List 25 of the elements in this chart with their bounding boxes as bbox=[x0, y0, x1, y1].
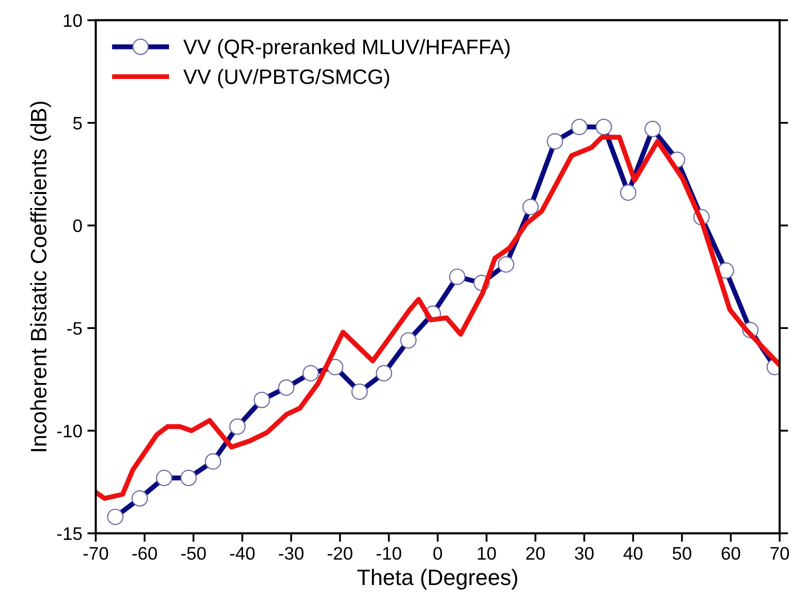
y-tick-label: -15 bbox=[57, 527, 82, 540]
x-tick-label: 50 bbox=[672, 546, 692, 560]
legend-label: VV (UV/PBTG/SMCG) bbox=[183, 68, 390, 88]
x-tick-label: 20 bbox=[526, 546, 545, 560]
x-tick-label: -50 bbox=[181, 546, 206, 560]
legend-label: VV (QR-preranked MLUV/HFAFFA) bbox=[183, 38, 510, 58]
x-tick-label: -10 bbox=[376, 546, 402, 560]
x-tick-label: -70 bbox=[84, 546, 108, 560]
y-tick-label: -5 bbox=[67, 322, 82, 335]
x-tick-label: 30 bbox=[574, 546, 594, 560]
x-axis-title: Theta (Degrees) bbox=[357, 568, 518, 590]
y-tick-label: 0 bbox=[73, 219, 82, 232]
y-tick-label: 5 bbox=[73, 116, 82, 130]
x-tick-label: -60 bbox=[132, 546, 157, 560]
x-tick-label: 70 bbox=[770, 546, 789, 560]
x-tick-label: 60 bbox=[722, 546, 740, 560]
y-axis-title: Incoherent Bistatic Coefficients (dB) bbox=[30, 102, 51, 452]
y-tick-label: 10 bbox=[64, 14, 82, 27]
x-tick-label: -30 bbox=[278, 546, 304, 560]
x-tick-label: 40 bbox=[623, 546, 642, 560]
x-tick-label: 10 bbox=[478, 546, 496, 560]
y-tick-label: -10 bbox=[57, 424, 82, 438]
x-tick-label: -40 bbox=[230, 546, 255, 560]
x-tick-label: 0 bbox=[433, 546, 442, 560]
x-tick-label: -20 bbox=[328, 546, 352, 560]
